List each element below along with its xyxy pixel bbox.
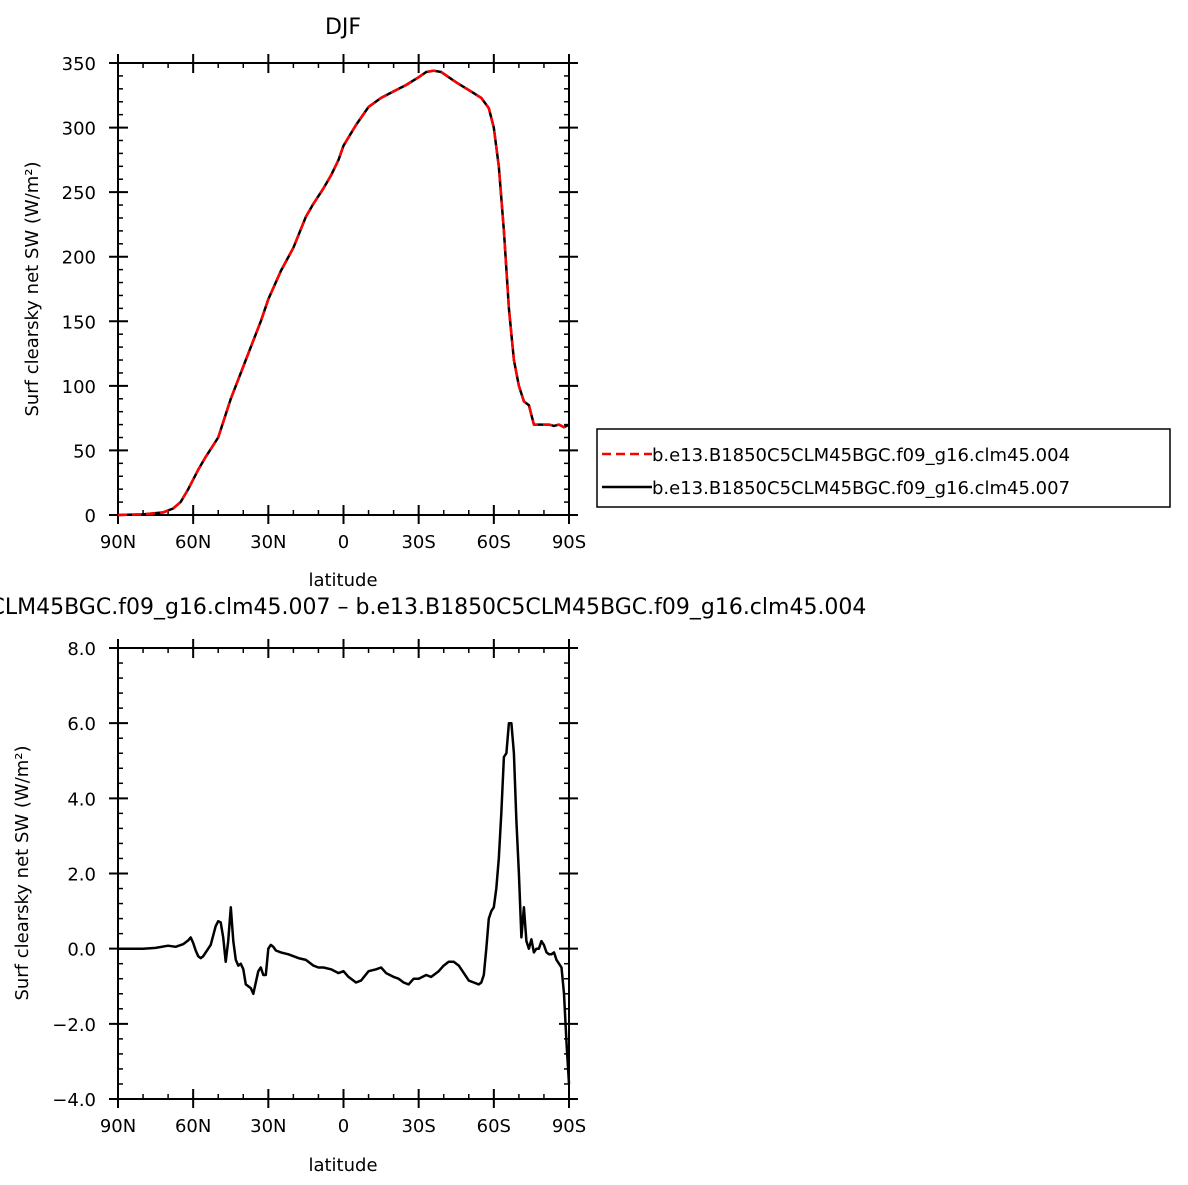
bottom-y-tick-label: 2.0	[67, 865, 96, 886]
top-x-tick-label: 60S	[477, 532, 511, 553]
legend: b.e13.B1850C5CLM45BGC.f09_g16.clm45.004 …	[596, 428, 1171, 508]
bottom-y-tick-label: 8.0	[67, 639, 96, 660]
bottom-y-axis-label: Surf clearsky net SW (W/m²)	[12, 745, 33, 1000]
top-y-tick-label: 200	[62, 248, 96, 269]
bottom-x-axis-label: latitude	[308, 1155, 377, 1176]
bottom-y-tick-label: 4.0	[67, 789, 96, 810]
top-y-tick-label: 150	[62, 312, 96, 333]
bottom-series-line-1	[118, 721, 571, 1085]
bottom-y-tick-label: −4.0	[52, 1090, 96, 1111]
top-x-tick-label: 90S	[552, 532, 586, 553]
top-x-tick-label: 0	[338, 532, 349, 553]
bottom-y-tick-label: 6.0	[67, 714, 96, 735]
top-x-tick-labels: 90N 60N 30N 0 30S 60S 90S	[100, 532, 586, 553]
bottom-x-tick-label: 30N	[250, 1116, 286, 1137]
top-y-tick-labels: 0 50 100 150 200 250 300 350	[62, 54, 96, 527]
bottom-y-tick-labels: −4.0 −2.0 0.0 2.0 4.0 6.0 8.0	[52, 639, 96, 1111]
top-x-axis-label: latitude	[308, 570, 377, 591]
bottom-x-tick-label: 0	[338, 1116, 349, 1137]
top-series-line-1	[117, 69, 570, 517]
top-x-tick-label: 30S	[401, 532, 435, 553]
top-chart-title: DJF	[325, 15, 361, 40]
top-y-tick-label: 250	[62, 183, 96, 204]
bottom-x-tick-label: 60S	[477, 1116, 511, 1137]
top-x-tick-label: 60N	[175, 532, 211, 553]
top-y-tick-label: 350	[62, 54, 96, 75]
bottom-plot-frame	[117, 647, 570, 1100]
top-y-axis-label: Surf clearsky net SW (W/m²)	[22, 161, 43, 416]
bottom-x-tick-label: 90N	[100, 1116, 136, 1137]
legend-label-004: b.e13.B1850C5CLM45BGC.f09_g16.clm45.004	[652, 445, 1070, 466]
bottom-x-tick-label: 30S	[401, 1116, 435, 1137]
top-y-tick-label: 100	[62, 377, 96, 398]
legend-label-007: b.e13.B1850C5CLM45BGC.f09_g16.clm45.007	[652, 478, 1070, 499]
top-y-tick-label: 0	[85, 506, 96, 527]
top-x-tick-label: 90N	[100, 532, 136, 553]
bottom-x-tick-labels: 90N 60N 30N 0 30S 60S 90S	[100, 1116, 586, 1137]
top-axis-ticks	[109, 54, 578, 524]
top-x-tick-label: 30N	[250, 532, 286, 553]
bottom-axis-ticks	[109, 639, 578, 1108]
bottom-x-tick-label: 60N	[175, 1116, 211, 1137]
top-series-line-2	[117, 69, 570, 517]
bottom-y-tick-label: −2.0	[52, 1015, 96, 1036]
bottom-panel: b.e13.B1850C5CLM45BGC.f09_g16.clm45.007 …	[0, 595, 866, 1176]
top-panel: DJF 90N 60N 30N 0 30S 60S 90S 0 50 100 150 200 250 3…	[22, 15, 586, 591]
bottom-y-tick-label: 0.0	[67, 940, 96, 961]
top-y-tick-label: 50	[73, 441, 96, 462]
bottom-x-tick-label: 90S	[552, 1116, 586, 1137]
legend-box	[596, 428, 1171, 508]
top-y-tick-label: 300	[62, 119, 96, 140]
bottom-series-lines	[118, 721, 571, 1085]
top-series-lines	[117, 69, 570, 517]
bottom-chart-title: b.e13.B1850C5CLM45BGC.f09_g16.clm45.007 …	[0, 595, 866, 620]
top-plot-frame	[117, 62, 570, 516]
